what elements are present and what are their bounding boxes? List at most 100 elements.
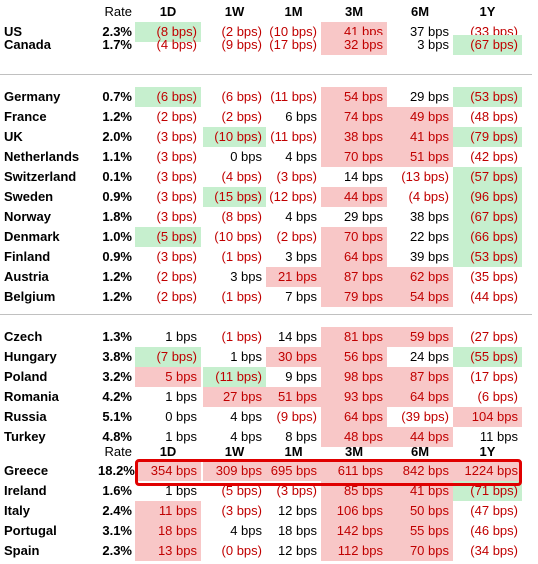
change-value-1d: 1 bps [165, 483, 197, 498]
change-value-6m: 37 bps [409, 24, 449, 39]
header-3m: 3M [344, 4, 364, 19]
change-value-1d: 11 bps [135, 501, 201, 521]
header-1w: 1W [224, 4, 245, 19]
country-name: Romania [4, 389, 59, 404]
change-value-1m: 8 bps [285, 429, 317, 444]
country-name: UK [4, 129, 23, 144]
change-value-1y: (67 bps) [453, 207, 522, 227]
header-rate: Rate [104, 444, 132, 459]
change-value-1m: (11 bps) [270, 89, 317, 104]
table-row: Russia 5.1% 0 bps 4 bps (9 bps) 64 bps (39 bps… [0, 407, 538, 427]
change-value-1y: (35 bps) [470, 269, 518, 284]
change-value-1d: (3 bps) [156, 249, 197, 264]
change-value-1d: (2 bps) [156, 269, 197, 284]
table-row: Belgium 1.2% (2 bps) (1 bps) 7 bps 79 bps 54 b… [0, 287, 538, 307]
change-value-6m: 62 bps [387, 267, 453, 287]
change-value-1w: (8 bps) [221, 209, 262, 224]
change-value-1m: (17 bps) [269, 37, 317, 52]
change-value-1w: (3 bps) [221, 503, 262, 518]
change-value-6m: 41 bps [387, 127, 453, 147]
change-value-1m: (10 bps) [269, 24, 317, 39]
change-value-3m: 64 bps [321, 247, 387, 267]
country-name: Turkey [4, 429, 46, 444]
change-value-1w: (9 bps) [221, 37, 262, 52]
change-value-1d: (3 bps) [156, 209, 197, 224]
change-value-1d: (4 bps) [156, 37, 197, 52]
country-name: Netherlands [4, 149, 80, 164]
country-name: Finland [4, 249, 51, 264]
country-name: Sweden [4, 189, 54, 204]
country-name: Poland [4, 369, 48, 384]
change-value-1y: (53 bps) [453, 87, 522, 107]
change-value-6m: (13 bps) [401, 169, 449, 184]
change-value-1y: (55 bps) [453, 347, 522, 367]
change-value-1y: (27 bps) [470, 329, 518, 344]
change-value-1m: 695 bps [266, 461, 321, 481]
change-value-1w: (1 bps) [221, 249, 262, 264]
change-value-1d: (3 bps) [156, 149, 197, 164]
change-value-3m: 56 bps [321, 347, 387, 367]
change-value-1y: (42 bps) [470, 149, 518, 164]
rate-value: 3.8% [102, 349, 132, 364]
change-value-6m: 54 bps [387, 287, 453, 307]
change-value-1w: (0 bps) [221, 543, 262, 558]
table-row: UK 2.0% (3 bps) (10 bps) (11 bps) 38 bps 41 bp… [0, 127, 538, 147]
country-name: Russia [4, 409, 47, 424]
change-value-1m: (2 bps) [276, 229, 317, 244]
change-value-1m: 7 bps [285, 289, 317, 304]
change-value-1w: 4 bps [230, 429, 262, 444]
section-divider [0, 314, 532, 315]
table-row: Poland 3.2% 5 bps (11 bps) 9 bps 98 bps 87 bps… [0, 367, 538, 387]
change-value-1y: 104 bps [453, 407, 522, 427]
change-value-3m: 93 bps [321, 387, 387, 407]
header-1d: 1D [159, 444, 177, 459]
country-name: Denmark [4, 229, 60, 244]
change-value-3m: 87 bps [321, 267, 387, 287]
header-6m: 6M [410, 4, 430, 19]
rate-value: 1.0% [102, 229, 132, 244]
change-value-1d: 1 bps [165, 329, 197, 344]
table-row: Germany 0.7% (6 bps) (6 bps) (11 bps) 54 bps 2… [0, 87, 538, 107]
change-value-1d: (2 bps) [156, 289, 197, 304]
change-value-1y: (47 bps) [470, 503, 518, 518]
change-value-1y: (34 bps) [470, 543, 518, 558]
table-row: Greece 18.2% 354 bps 309 bps 695 bps 611 bps 8… [0, 461, 538, 481]
change-value-1y: (48 bps) [470, 109, 518, 124]
change-value-1d: (3 bps) [156, 189, 197, 204]
rate-value: 1.3% [102, 329, 132, 344]
change-value-6m: (39 bps) [401, 409, 449, 424]
change-value-1y: 11 bps [479, 429, 518, 444]
change-value-6m: 64 bps [387, 387, 453, 407]
rate-value: 1.2% [102, 109, 132, 124]
change-value-1w: 1 bps [230, 349, 262, 364]
header-1w: 1W [224, 444, 245, 459]
country-name: Canada [4, 37, 51, 52]
change-value-1y: 1224 bps [453, 461, 522, 481]
table-row: Denmark 1.0% (5 bps) (10 bps) (2 bps) 70 bps 2… [0, 227, 538, 247]
change-value-3m: 32 bps [321, 35, 387, 55]
change-value-1y: (66 bps) [453, 227, 522, 247]
change-value-1d: 5 bps [135, 367, 201, 387]
rate-value: 2.3% [102, 543, 132, 558]
change-value-6m: 70 bps [387, 541, 453, 561]
change-value-3m: 64 bps [321, 407, 387, 427]
country-name: US [4, 24, 23, 39]
change-value-1w: 0 bps [230, 149, 262, 164]
change-value-1w: 27 bps [203, 387, 266, 407]
change-value-3m: 38 bps [321, 127, 387, 147]
change-value-3m: 142 bps [321, 521, 387, 541]
change-value-1d: (7 bps) [135, 347, 201, 367]
header-1d: 1D [159, 4, 177, 19]
table-row: Norway 1.8% (3 bps) (8 bps) 4 bps 29 bps 38 bp… [0, 207, 538, 227]
change-value-1w: (11 bps) [203, 367, 266, 387]
table-row: Romania 4.2% 1 bps 27 bps 51 bps 93 bps 64 bps… [0, 387, 538, 407]
header-row: Rate 1D 1W 1M 3M 6M 1Y [0, 442, 538, 462]
header-1y: 1Y [479, 444, 496, 459]
change-value-1m: 18 bps [277, 523, 317, 538]
change-value-3m: 106 bps [321, 501, 387, 521]
change-value-6m: (4 bps) [408, 189, 449, 204]
header-1m: 1M [284, 444, 303, 459]
change-value-1d: 1 bps [165, 429, 197, 444]
table-row: Austria 1.2% (2 bps) 3 bps 21 bps 87 bps 62 bp… [0, 267, 538, 287]
change-value-1y: (17 bps) [470, 369, 518, 384]
